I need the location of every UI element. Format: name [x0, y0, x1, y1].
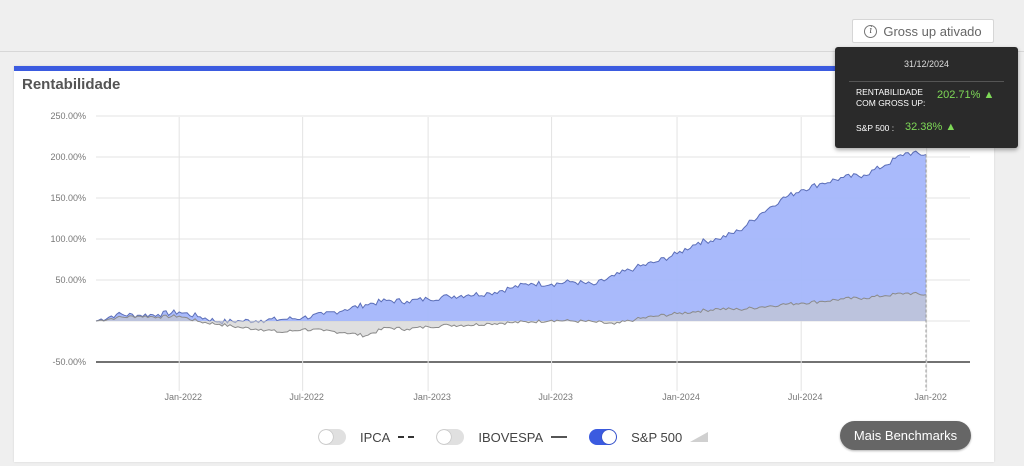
x-tick-label: Jan-2024 — [662, 392, 700, 402]
series-portfolio-area — [96, 151, 926, 325]
chart-legend: IPCA IBOVESPA S&P 500 — [318, 429, 730, 445]
chart-title: Rentabilidade — [22, 76, 121, 93]
ipca-toggle[interactable] — [318, 429, 346, 445]
ibovespa-toggle[interactable] — [436, 429, 465, 445]
legend-item-ipca[interactable]: IPCA — [318, 429, 415, 445]
area-icon — [690, 432, 709, 442]
toggle-knob — [319, 430, 333, 444]
legend-label-ibovespa: IBOVESPA — [478, 429, 544, 445]
dashed-line-icon — [398, 436, 415, 438]
tooltip-row2-label: S&P 500 : — [856, 123, 895, 133]
more-benchmarks-button[interactable]: Mais Benchmarks — [840, 421, 971, 450]
legend-item-ibovespa[interactable]: IBOVESPA — [436, 429, 568, 445]
x-tick-label: Jan-2023 — [413, 392, 451, 402]
tooltip-divider — [849, 81, 1004, 82]
y-tick-label: 150.00% — [50, 193, 86, 203]
y-tick-label: -50.00% — [52, 357, 86, 367]
header-divider — [0, 51, 1024, 52]
gross-up-toggle-button[interactable]: i Gross up ativado — [852, 19, 994, 43]
x-tick-label: Jan-2022 — [164, 392, 202, 402]
tooltip-date: 31/12/2024 — [903, 59, 950, 69]
toggle-knob — [602, 430, 617, 444]
y-tick-label: 50.00% — [55, 275, 86, 285]
tooltip-row1-label-line2: COM GROSS UP: — [856, 98, 926, 108]
x-tick-label: Jul-2024 — [788, 392, 823, 402]
tooltip-row2-value: 32.38% ▲ — [905, 121, 957, 133]
y-tick-label: 200.00% — [50, 152, 86, 162]
gross-up-label: Gross up ativado — [883, 23, 982, 39]
series-sp500-area — [96, 292, 926, 337]
legend-label-ipca: IPCA — [360, 429, 391, 445]
tooltip-row1-label-line1: RENTABILIDADE — [856, 87, 923, 97]
tooltip-row1-value: 202.71% ▲ — [937, 89, 995, 101]
legend-label-sp500: S&P 500 — [631, 429, 683, 445]
x-tick-label: Jul-2023 — [538, 392, 573, 402]
info-icon: i — [864, 24, 878, 38]
y-tick-label: 100.00% — [50, 234, 86, 244]
chart-tooltip: 31/12/2024 RENTABILIDADE COM GROSS UP: 2… — [835, 47, 1018, 148]
axis-layer: 250.00% 200.00% 150.00% 100.00% 50.00% -50.00… — [50, 111, 946, 402]
legend-item-sp500[interactable]: S&P 500 — [589, 429, 709, 445]
series-sp500-line — [95, 291, 927, 338]
x-tick-label: Jul-2022 — [289, 392, 324, 402]
x-tick-label: Jan-202 — [914, 392, 947, 402]
series-layer — [95, 150, 927, 338]
toggle-knob — [437, 430, 452, 444]
y-tick-label: 250.00% — [50, 111, 86, 121]
sp500-toggle[interactable] — [589, 429, 618, 445]
solid-line-icon — [551, 436, 568, 438]
